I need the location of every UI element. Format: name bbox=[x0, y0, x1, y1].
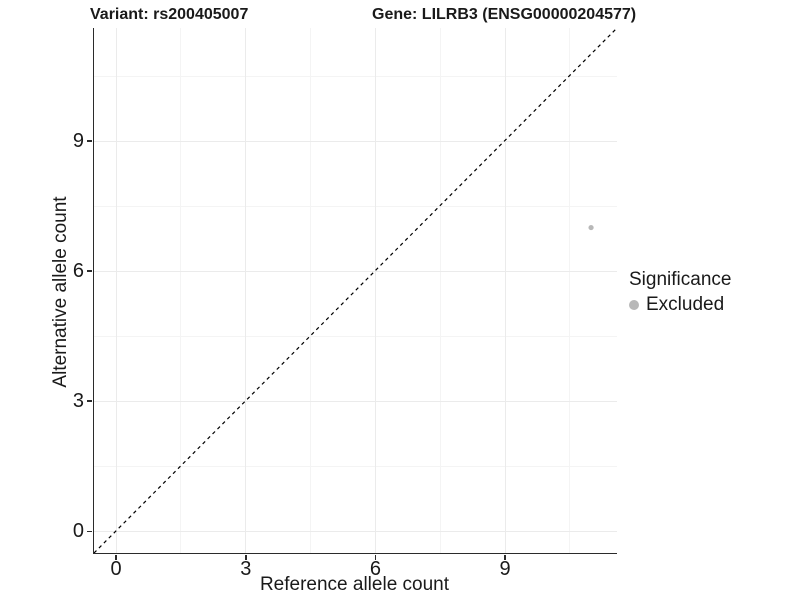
x-tick-label: 3 bbox=[240, 558, 252, 580]
x-major-gridline bbox=[374, 28, 376, 553]
plot-panel bbox=[93, 28, 617, 554]
y-minor-gridline bbox=[94, 75, 617, 77]
y-tick-label: 9 bbox=[72, 129, 84, 152]
y-tick-label: 0 bbox=[72, 520, 84, 543]
identity-line bbox=[94, 28, 617, 553]
x-tick-label: 0 bbox=[110, 558, 122, 580]
x-major-gridline bbox=[245, 28, 247, 553]
y-major-gridline bbox=[94, 270, 617, 272]
x-tick-label: 9 bbox=[499, 558, 511, 580]
x-minor-gridline bbox=[310, 28, 312, 553]
plot-title-variant: Variant: rs200405007 bbox=[90, 6, 249, 23]
x-tick-mark bbox=[115, 554, 117, 560]
x-tick-mark bbox=[504, 554, 506, 560]
y-tick-mark bbox=[87, 530, 92, 533]
y-tick-mark bbox=[87, 400, 92, 402]
y-axis-title: Alternative allele count bbox=[50, 196, 71, 388]
x-major-gridline bbox=[115, 28, 117, 553]
y-minor-gridline bbox=[94, 205, 617, 207]
x-minor-gridline bbox=[569, 28, 571, 553]
legend-key-dot bbox=[629, 300, 639, 310]
x-minor-gridline bbox=[439, 28, 441, 553]
y-tick-mark bbox=[87, 270, 92, 272]
y-tick-label: 3 bbox=[72, 390, 84, 413]
x-axis-title: Reference allele count bbox=[259, 574, 450, 595]
legend-item: Excluded bbox=[629, 294, 731, 316]
legend-item-label: Excluded bbox=[646, 294, 725, 315]
x-minor-gridline bbox=[180, 28, 182, 553]
legend-title: Significance bbox=[629, 269, 732, 290]
legend-items: Excluded bbox=[629, 294, 731, 316]
x-tick-label: 6 bbox=[369, 558, 381, 580]
y-minor-gridline bbox=[94, 336, 617, 338]
plot-title-gene: Gene: LILRB3 (ENSG00000204577) bbox=[372, 6, 637, 23]
x-tick-mark bbox=[245, 554, 247, 560]
y-tick-mark bbox=[87, 140, 92, 142]
y-tick-label: 6 bbox=[72, 259, 84, 282]
y-major-gridline bbox=[94, 140, 617, 142]
y-major-gridline bbox=[94, 531, 617, 533]
y-major-gridline bbox=[94, 401, 617, 403]
x-major-gridline bbox=[504, 28, 506, 553]
x-tick-mark bbox=[374, 554, 377, 560]
legend: Significance Excluded bbox=[629, 268, 731, 316]
data-point bbox=[588, 224, 594, 231]
plot-canvas bbox=[94, 28, 617, 553]
y-minor-gridline bbox=[94, 466, 617, 468]
